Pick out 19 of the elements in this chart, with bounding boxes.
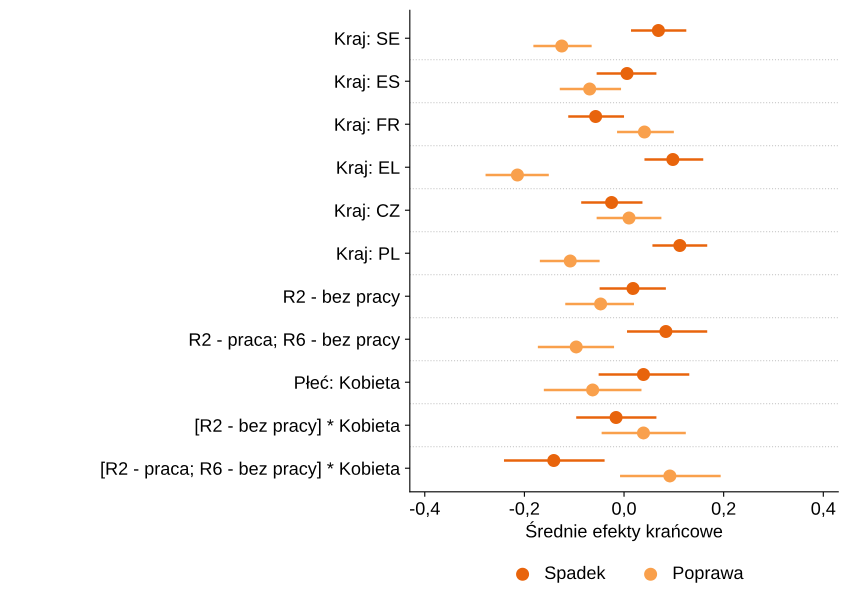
legend-label: Poprawa: [674, 566, 744, 583]
y-tick-label: Kraj: EL: [337, 160, 400, 178]
y-tick-label: [R2 - praca; R6 - bez pracy] * Kobieta: [101, 462, 400, 479]
x-tick-label: 0,2: [712, 502, 736, 517]
x-tick-label: 0,0: [612, 502, 636, 517]
y-tick-label: Kraj: ES: [335, 74, 400, 92]
x-tick-label: -0,4: [410, 502, 440, 517]
y-tick-label: Kraj: PL: [337, 246, 400, 264]
x-axis-title: Średnie efekty krańcowe: [526, 521, 722, 542]
y-tick-label: Płeć: Kobieta: [295, 375, 400, 389]
legend-label: Spadek: [545, 566, 606, 583]
y-tick-label: Kraj: CZ: [335, 204, 400, 221]
x-tick-label: -0,2: [510, 502, 540, 517]
y-tick-label: Kraj: FR: [335, 118, 400, 135]
y-tick-label: R2 - bez pracy: [284, 290, 400, 307]
y-tick-label: [R2 - bez pracy] * Kobieta: [196, 418, 400, 436]
x-tick-label: 0,4: [811, 502, 836, 517]
y-tick-label: R2 - praca; R6 - bez pracy: [190, 332, 400, 350]
y-tick-label: Kraj: SE: [335, 32, 400, 49]
